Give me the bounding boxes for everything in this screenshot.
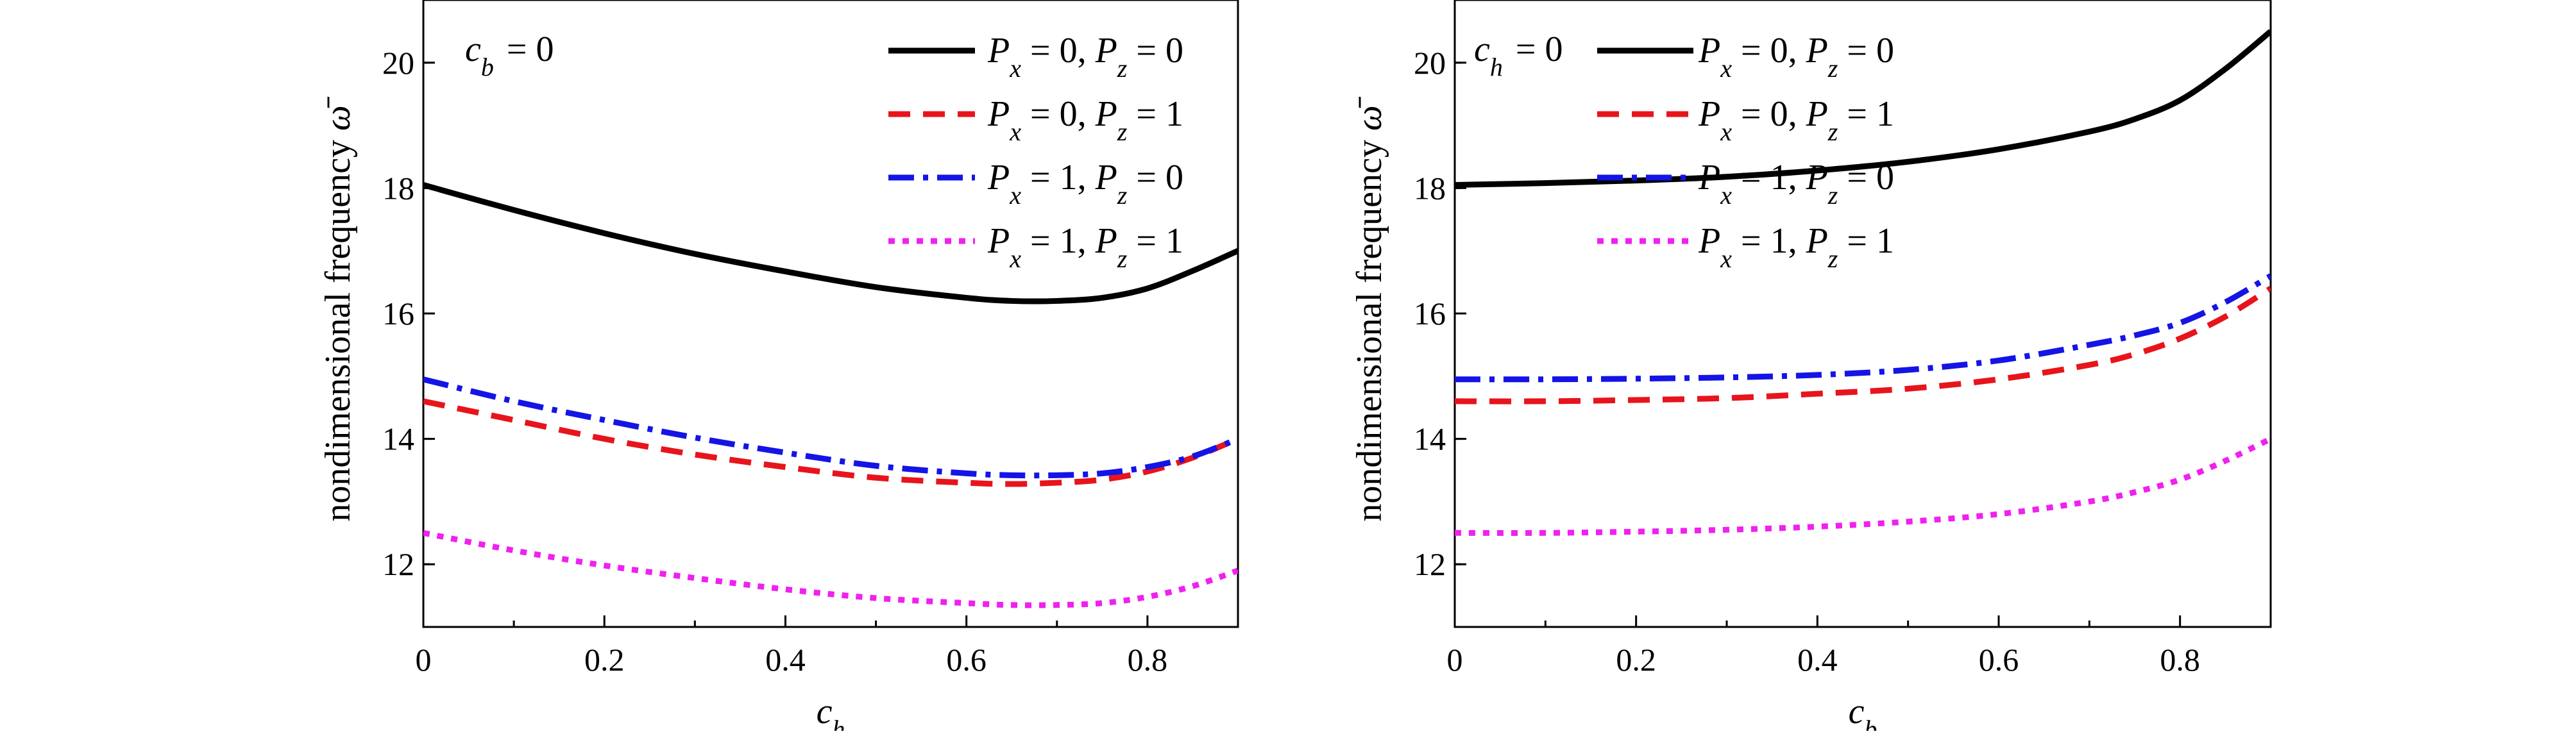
series-line-1 <box>423 182 1238 304</box>
x-tick-label: 0.4 <box>1797 642 1838 678</box>
x-tick-label: 0.6 <box>946 642 987 678</box>
series-line-2 <box>423 398 1238 487</box>
y-tick-label: 20 <box>382 45 414 81</box>
x-tick-label: 0.8 <box>2160 642 2200 678</box>
y-tick-label: 12 <box>382 546 414 582</box>
legend-label-1: Px = 0, Pz = 0 <box>987 31 1183 83</box>
y-tick-label: 16 <box>382 296 414 331</box>
series-line-3 <box>1455 273 2271 383</box>
x-tick-label: 0 <box>1447 642 1463 678</box>
y-tick-label: 16 <box>1414 296 1446 331</box>
x-tick-label: 0.2 <box>1616 642 1656 678</box>
condition-annotation: cb = 0 <box>465 29 554 81</box>
legend-label-1: Px = 0, Pz = 0 <box>1698 31 1894 83</box>
legend-label-2: Px = 0, Pz = 1 <box>1698 94 1894 146</box>
series-line-4 <box>1455 436 2271 536</box>
series-line-2 <box>1455 286 2271 405</box>
series-line-4 <box>423 530 1238 608</box>
x-tick-label: 0.8 <box>1128 642 1168 678</box>
x-axis-title: cb <box>1849 692 1877 731</box>
y-tick-label: 12 <box>1414 546 1446 582</box>
y-tick-label: 18 <box>382 170 414 206</box>
y-axis-title: nondimensional frequencyω̄ <box>318 96 358 521</box>
x-tick-label: 0.2 <box>584 642 625 678</box>
legend-label-3: Px = 1, Pz = 0 <box>987 158 1183 210</box>
x-axis-title: ch <box>817 692 845 731</box>
y-tick-label: 20 <box>1414 45 1446 81</box>
legend: Px = 0, Pz = 0 Px = 0, Pz = 1 Px = 1, Pz =… <box>1597 31 1894 273</box>
chart-panel-1: 0 0.2 0.4 0.6 0.8 12 14 16 18 20 ch nondimensional … <box>318 0 1239 734</box>
x-tick-label: 0.4 <box>765 642 806 678</box>
y-axis-title: nondimensional frequencyω̄ <box>1350 96 1389 521</box>
y-tick-label: 14 <box>382 421 414 457</box>
legend-label-4: Px = 1, Pz = 1 <box>1698 221 1894 273</box>
x-tick-label: 0 <box>416 642 432 678</box>
condition-annotation: ch = 0 <box>1474 29 1563 81</box>
legend-label-4: Px = 1, Pz = 1 <box>987 221 1183 273</box>
series-line-1 <box>1455 29 2271 188</box>
legend-label-2: Px = 0, Pz = 1 <box>987 94 1183 146</box>
legend: Px = 0, Pz = 0 Px = 0, Pz = 1 Px = 1, Pz =… <box>888 31 1183 273</box>
legend-label-3: Px = 1, Pz = 0 <box>1698 158 1894 210</box>
series-line-3 <box>423 376 1238 479</box>
chart-panel-2: 0 0.2 0.4 0.6 0.8 12 14 16 18 20 cb nondimensional … <box>1350 0 2272 734</box>
y-tick-label: 14 <box>1414 421 1446 457</box>
y-tick-label: 18 <box>1414 170 1446 206</box>
x-tick-label: 0.6 <box>1979 642 2019 678</box>
